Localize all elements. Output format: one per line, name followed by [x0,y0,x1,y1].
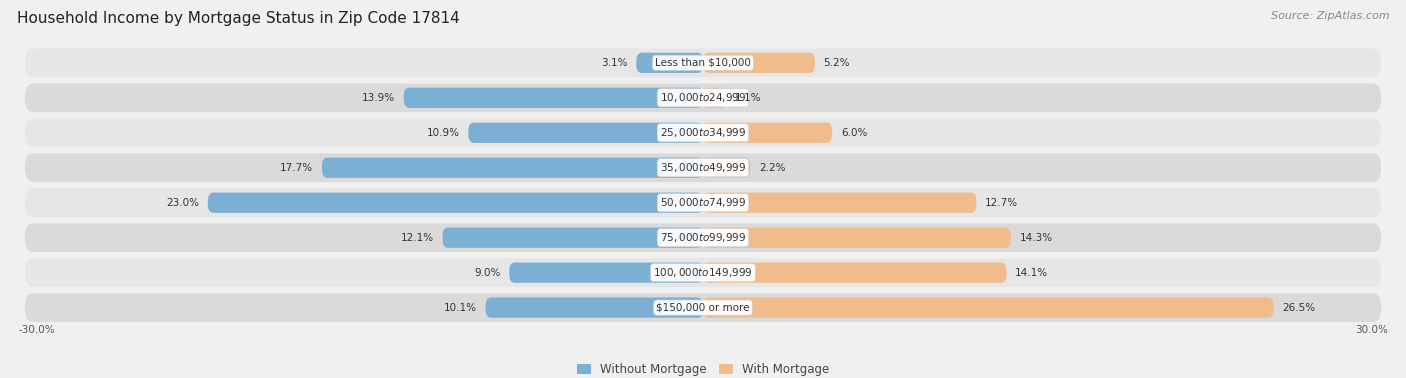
Text: 26.5%: 26.5% [1282,303,1315,313]
Text: $10,000 to $24,999: $10,000 to $24,999 [659,91,747,104]
Text: $75,000 to $99,999: $75,000 to $99,999 [659,231,747,244]
FancyBboxPatch shape [25,153,1381,182]
Text: $35,000 to $49,999: $35,000 to $49,999 [659,161,747,174]
Text: $150,000 or more: $150,000 or more [657,303,749,313]
FancyBboxPatch shape [208,192,703,213]
FancyBboxPatch shape [25,293,1381,322]
FancyBboxPatch shape [404,88,703,108]
Text: 2.2%: 2.2% [759,163,786,173]
Text: 12.7%: 12.7% [986,198,1018,208]
FancyBboxPatch shape [703,262,1007,283]
Text: 14.1%: 14.1% [1015,268,1049,277]
Text: 6.0%: 6.0% [841,128,868,138]
Text: 1.1%: 1.1% [735,93,762,103]
FancyBboxPatch shape [25,48,1381,77]
Text: 12.1%: 12.1% [401,233,434,243]
FancyBboxPatch shape [703,192,976,213]
FancyBboxPatch shape [703,228,1011,248]
FancyBboxPatch shape [25,118,1381,147]
Text: 9.0%: 9.0% [474,268,501,277]
FancyBboxPatch shape [703,122,832,143]
Text: 5.2%: 5.2% [824,58,851,68]
FancyBboxPatch shape [703,88,727,108]
Text: 10.1%: 10.1% [444,303,477,313]
FancyBboxPatch shape [25,188,1381,217]
Text: 14.3%: 14.3% [1019,233,1053,243]
FancyBboxPatch shape [443,228,703,248]
Text: $25,000 to $34,999: $25,000 to $34,999 [659,126,747,139]
FancyBboxPatch shape [703,53,815,73]
Text: 3.1%: 3.1% [602,58,627,68]
Text: Source: ZipAtlas.com: Source: ZipAtlas.com [1271,11,1389,21]
Text: Less than $10,000: Less than $10,000 [655,58,751,68]
FancyBboxPatch shape [703,158,751,178]
FancyBboxPatch shape [637,53,703,73]
FancyBboxPatch shape [25,223,1381,252]
FancyBboxPatch shape [25,84,1381,112]
Text: 30.0%: 30.0% [1355,325,1388,335]
FancyBboxPatch shape [322,158,703,178]
Text: -30.0%: -30.0% [18,325,55,335]
Legend: Without Mortgage, With Mortgage: Without Mortgage, With Mortgage [572,358,834,378]
Text: $50,000 to $74,999: $50,000 to $74,999 [659,196,747,209]
FancyBboxPatch shape [509,262,703,283]
Text: $100,000 to $149,999: $100,000 to $149,999 [654,266,752,279]
FancyBboxPatch shape [25,258,1381,287]
Text: Household Income by Mortgage Status in Zip Code 17814: Household Income by Mortgage Status in Z… [17,11,460,26]
FancyBboxPatch shape [703,297,1274,318]
Text: 10.9%: 10.9% [426,128,460,138]
Text: 17.7%: 17.7% [280,163,314,173]
Text: 23.0%: 23.0% [166,198,200,208]
FancyBboxPatch shape [468,122,703,143]
Text: 13.9%: 13.9% [361,93,395,103]
FancyBboxPatch shape [485,297,703,318]
